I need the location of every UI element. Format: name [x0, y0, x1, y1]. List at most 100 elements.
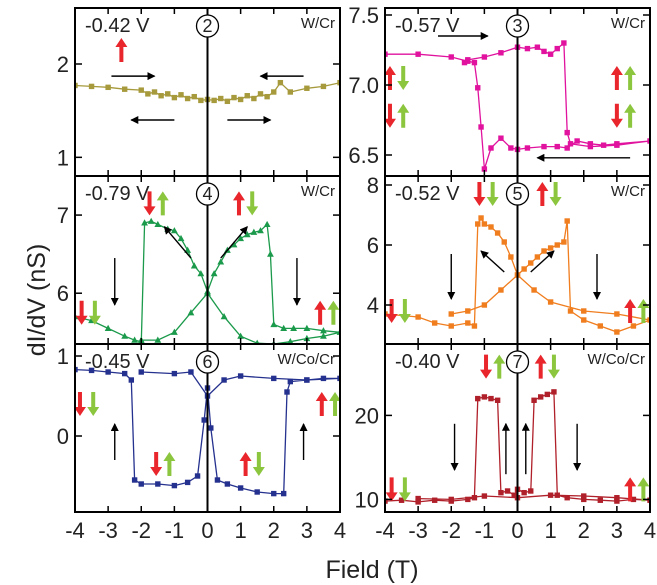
data-point [184, 479, 191, 486]
data-point [547, 245, 554, 251]
data-point [221, 377, 227, 383]
moment-arrow-icon [398, 299, 411, 323]
moment-arrow-icon [385, 66, 396, 90]
data-point [597, 323, 604, 329]
data-point [154, 220, 162, 228]
moment-arrow-icon [327, 300, 340, 325]
data-point [237, 373, 244, 379]
moment-arrow-icon [115, 38, 128, 62]
data-point [271, 89, 277, 95]
y-axis-label: dI/dV (nS) [23, 244, 51, 357]
data-point [541, 248, 547, 254]
data-point [151, 89, 158, 95]
sweep-arrow [530, 250, 555, 273]
data-point [508, 145, 514, 151]
data-point [224, 481, 231, 487]
data-point [415, 499, 421, 505]
moment-arrow-icon [163, 452, 176, 476]
data-point [257, 91, 264, 97]
moment-arrow-icon [549, 182, 562, 206]
voltage-label: -0.52 V [395, 183, 460, 205]
moment-arrow-icon [252, 452, 265, 476]
moment-arrow-icon [397, 103, 410, 128]
data-point [154, 336, 162, 343]
x-tick-label: 3 [611, 518, 623, 543]
x-tick-label: -3 [408, 518, 428, 543]
panel-4: 6 7 -0.79 V W/Cr 4 [57, 175, 341, 345]
x-tick-label: 1 [545, 518, 557, 543]
data-point [177, 234, 185, 242]
data-point [488, 145, 494, 151]
data-point [385, 51, 388, 57]
data-point [465, 308, 471, 314]
data-point [171, 94, 178, 101]
data-point [398, 497, 405, 503]
moment-arrow-icon [87, 392, 100, 416]
panel-number-circle [195, 182, 220, 206]
y-tick-label: 7.5 [348, 3, 379, 28]
moment-arrow-icon [88, 300, 101, 325]
data-point [138, 369, 144, 375]
data-point [528, 488, 534, 494]
panel-3-plot [385, 32, 650, 172]
data-point [494, 397, 501, 403]
data-point [415, 495, 421, 502]
data-point [105, 84, 111, 91]
data-point [104, 324, 112, 331]
material-label: W/Co/Cr [588, 351, 646, 368]
y-tick-label: 1 [57, 344, 69, 369]
data-point [267, 250, 274, 257]
data-point [254, 489, 260, 495]
data-point [481, 394, 488, 400]
x-tick-label: -2 [441, 518, 461, 543]
data-point [187, 309, 195, 316]
data-point [184, 95, 191, 102]
data-point [190, 262, 198, 269]
data-point [498, 50, 504, 56]
data-point [524, 45, 531, 52]
voltage-label: -0.40 V [395, 351, 460, 373]
data-point [614, 142, 620, 148]
data-point [131, 336, 139, 343]
panel-number: 7 [512, 352, 522, 372]
data-point [337, 375, 340, 382]
moment-arrow-icon [239, 452, 252, 476]
moment-arrow-icon [624, 477, 637, 502]
data-point [498, 287, 504, 293]
material-label: W/Cr [611, 15, 645, 32]
data-point [155, 481, 161, 487]
data-point [534, 44, 541, 50]
y-tick-label: 10 [355, 487, 379, 512]
data-point [561, 239, 567, 245]
data-point [554, 45, 560, 52]
panel-7: 10 20 -4 -3 -2 -1 0 1 2 3 4 -0.40 V W/Co/Cr 7 [355, 343, 656, 543]
panel-2: 1 2 -0.42 V W/Cr 2 [57, 7, 341, 177]
moment-arrow-icon [329, 392, 340, 416]
data-point [581, 496, 587, 503]
panel-number: 6 [202, 352, 212, 372]
data-point [211, 97, 217, 104]
data-point [581, 317, 587, 323]
data-point [587, 143, 594, 150]
data-point [465, 320, 471, 326]
data-point [270, 320, 278, 328]
data-point [230, 241, 238, 248]
data-point [554, 143, 560, 150]
data-point [614, 495, 620, 501]
data-point [251, 95, 257, 102]
data-point [471, 59, 478, 66]
voltage-label: -0.79 V [85, 183, 150, 205]
data-point [431, 320, 438, 326]
panel-number: 4 [202, 184, 212, 204]
data-point [188, 369, 194, 375]
data-point [141, 219, 148, 226]
data-point [567, 141, 574, 147]
data-point [534, 254, 541, 260]
data-point [524, 145, 531, 151]
x-tick-label: -4 [375, 518, 395, 543]
panel-3: 6.5 7.0 7.5 -0.57 V W/Cr 3 [348, 3, 651, 177]
data-point [88, 367, 95, 374]
x-tick-label: 4 [334, 518, 346, 543]
moment-arrow-icon [547, 354, 560, 379]
